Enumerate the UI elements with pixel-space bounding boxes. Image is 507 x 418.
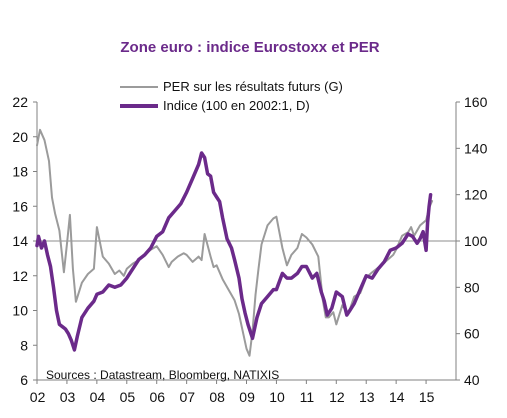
legend-label: PER sur les résultats futurs (G) [163, 79, 343, 94]
x-tick-label: 15 [419, 389, 435, 405]
right-tick-label: 40 [464, 372, 480, 388]
x-tick-label: 12 [329, 389, 345, 405]
left-tick-label: 22 [12, 94, 28, 110]
left-tick-label: 12 [12, 268, 28, 284]
series-line-per [36, 128, 434, 357]
x-tick-label: 02 [30, 389, 46, 405]
x-tick-label: 06 [150, 389, 166, 405]
legend: PER sur les résultats futurs (G) Indice (… [120, 79, 343, 113]
right-tick-label: 100 [464, 233, 488, 249]
right-tick-label: 140 [464, 140, 488, 156]
right-tick-label: 120 [464, 187, 488, 203]
x-tick-label: 03 [60, 389, 76, 405]
x-tick-label: 09 [239, 389, 255, 405]
axes: 6 8 10 12 14 16 18 20 22 40 60 80 100 120 140 160 02 03 04… [12, 94, 487, 405]
series-layer [35, 128, 434, 357]
left-tick-label: 20 [12, 129, 28, 145]
x-tick-label: 08 [209, 389, 225, 405]
right-tick-label: 160 [464, 94, 488, 110]
left-tick-label: 18 [12, 164, 28, 180]
series-line-indice [35, 151, 433, 352]
x-tick-label: 11 [300, 389, 315, 405]
x-tick-label: 07 [179, 389, 195, 405]
left-tick-label: 10 [12, 303, 28, 319]
right-tick-label: 60 [464, 326, 480, 342]
left-tick-label: 6 [20, 372, 28, 388]
left-tick-label: 8 [20, 337, 28, 353]
legend-label: Indice (100 en 2002:1, D) [163, 98, 310, 113]
x-tick-label: 13 [359, 389, 375, 405]
x-tick-label: 10 [269, 389, 285, 405]
x-tick-label: 05 [120, 389, 136, 405]
left-tick-label: 16 [12, 198, 28, 214]
left-tick-label: 14 [12, 233, 28, 249]
source-note: Sources : Datastream, Bloomberg, NATIXIS [46, 368, 279, 382]
x-tick-label: 14 [389, 389, 405, 405]
right-tick-label: 80 [464, 279, 480, 295]
x-tick-label: 04 [90, 389, 106, 405]
chart-title: Zone euro : indice Eurostoxx et PER [120, 39, 379, 56]
